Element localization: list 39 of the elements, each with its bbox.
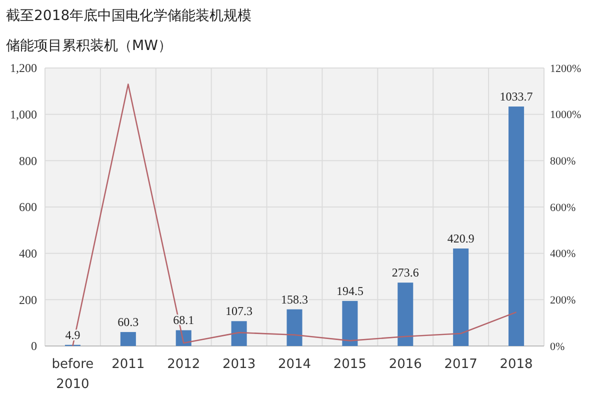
y-tick-label: 0 bbox=[31, 339, 37, 354]
y-tick-label: 1,000 bbox=[10, 108, 37, 122]
bar bbox=[286, 309, 302, 346]
bar bbox=[398, 282, 414, 346]
x-tick-label: 2015 bbox=[333, 357, 366, 372]
x-tick-label: 2012 bbox=[167, 357, 200, 372]
x-tick-label: 2018 bbox=[500, 357, 533, 372]
bar bbox=[231, 321, 247, 346]
chart-subtitle: 储能项目累积装机（MW） bbox=[6, 38, 172, 54]
data-label: 107.3 bbox=[226, 304, 253, 318]
y-tick-label: 600 bbox=[19, 200, 37, 214]
chart-title: 截至2018年底中国电化学储能装机规模 bbox=[6, 8, 252, 24]
bar bbox=[342, 300, 358, 346]
y2-tick-label: 1200% bbox=[550, 62, 582, 75]
bar bbox=[120, 332, 136, 346]
data-label: 273.6 bbox=[392, 266, 419, 280]
y-tick-label: 1,200 bbox=[10, 61, 37, 76]
y-tick-label: 800 bbox=[19, 154, 37, 168]
x-tick-label: 2014 bbox=[278, 357, 312, 372]
y-tick-label: 400 bbox=[19, 246, 37, 261]
data-label: 60.3 bbox=[118, 315, 139, 330]
x-tick-label: 2017 bbox=[444, 357, 478, 372]
y2-tick-label: 400% bbox=[550, 248, 576, 260]
bar bbox=[453, 248, 469, 346]
data-label: 194.5 bbox=[336, 284, 364, 298]
x-tick-label: before 2010 bbox=[52, 357, 94, 392]
y2-tick-label: 800% bbox=[550, 156, 576, 168]
x-tick-label: 2016 bbox=[388, 357, 422, 372]
x-tick-label: 2011 bbox=[112, 357, 145, 372]
data-label: 420.9 bbox=[447, 231, 474, 246]
bar bbox=[508, 106, 524, 346]
y-tick-label: 200 bbox=[19, 292, 37, 307]
y2-tick-label: 600% bbox=[550, 202, 576, 214]
y2-tick-label: 200% bbox=[550, 294, 576, 307]
y2-tick-label: 0% bbox=[550, 340, 565, 353]
y2-tick-label: 1000% bbox=[550, 109, 582, 122]
data-label: 1033.7 bbox=[500, 90, 533, 104]
data-label: 158.3 bbox=[281, 292, 308, 306]
x-tick-label: 2013 bbox=[222, 357, 256, 372]
